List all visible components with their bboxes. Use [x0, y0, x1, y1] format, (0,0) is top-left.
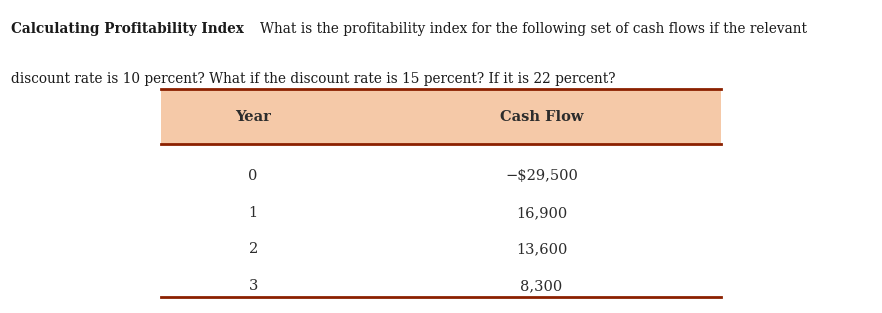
Text: −$29,500: −$29,500	[505, 169, 578, 183]
Text: Year: Year	[235, 110, 271, 124]
Text: 3: 3	[249, 279, 258, 293]
FancyBboxPatch shape	[161, 90, 721, 144]
Text: 1: 1	[249, 206, 258, 220]
Text: What is the profitability index for the following set of cash flows if the relev: What is the profitability index for the …	[260, 22, 807, 36]
Text: Calculating Profitability Index: Calculating Profitability Index	[11, 22, 243, 36]
Text: 8,300: 8,300	[520, 279, 563, 293]
Text: 16,900: 16,900	[516, 206, 567, 220]
Text: discount rate is 10 percent? What if the discount rate is 15 percent? If it is 2: discount rate is 10 percent? What if the…	[11, 72, 615, 86]
Text: 0: 0	[249, 169, 258, 183]
Text: Cash Flow: Cash Flow	[500, 110, 583, 124]
Text: 2: 2	[249, 243, 258, 256]
Text: 13,600: 13,600	[516, 243, 567, 256]
